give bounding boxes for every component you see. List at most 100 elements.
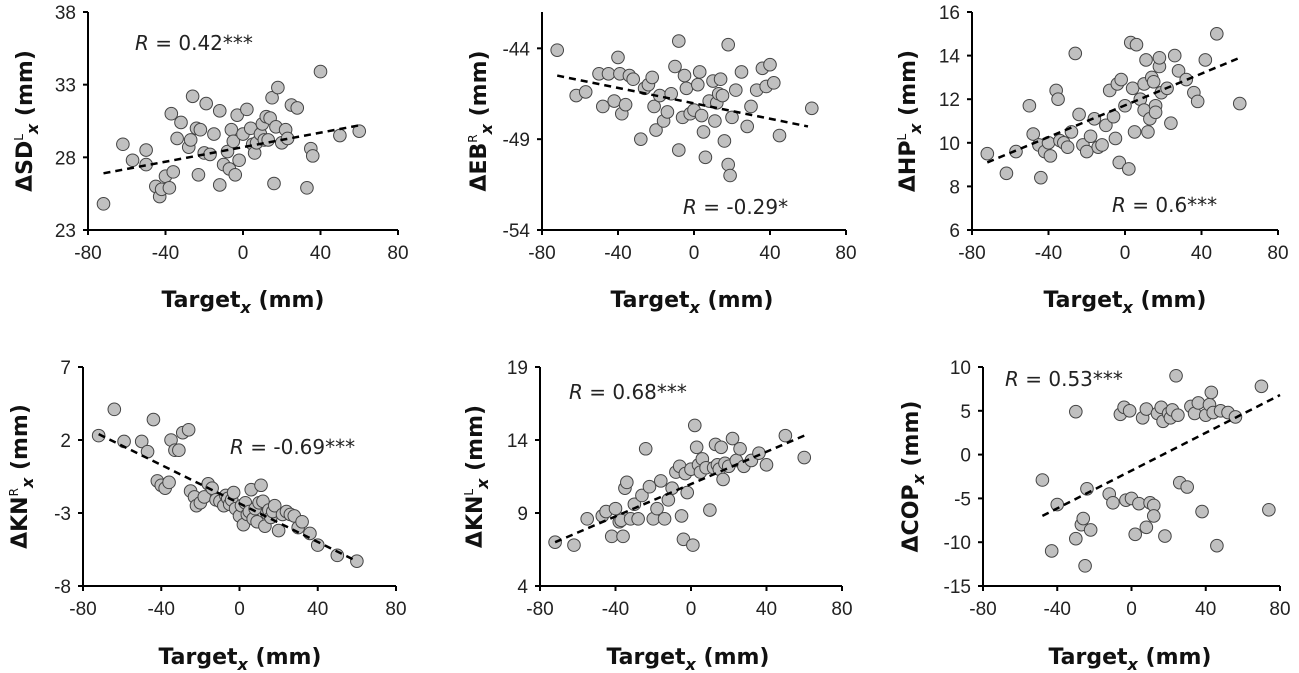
data-point <box>134 434 149 449</box>
correlation-label: R = 0.42*** <box>135 31 253 55</box>
data-point <box>1064 125 1079 139</box>
data-point <box>1158 529 1172 543</box>
data-point <box>763 57 777 72</box>
data-point <box>212 104 227 118</box>
data-point <box>166 165 181 179</box>
data-point <box>721 37 736 52</box>
x-tick-label: -80 <box>526 599 553 620</box>
data-point <box>1262 502 1276 517</box>
correlation-label: R = -0.69*** <box>230 435 355 459</box>
data-point <box>733 441 747 456</box>
data-point <box>1083 523 1098 537</box>
data-point <box>649 123 663 137</box>
data-point <box>220 144 235 159</box>
y-tick-label: 12 <box>939 90 960 111</box>
data-point <box>170 131 184 146</box>
data-point <box>310 538 325 552</box>
data-point <box>696 125 711 139</box>
y-tick-label: 14 <box>507 431 529 452</box>
data-point <box>91 428 106 443</box>
data-point <box>303 526 317 541</box>
data-point <box>1232 96 1247 111</box>
data-point <box>185 89 200 104</box>
data-point <box>1164 116 1178 130</box>
x-axis-label: Targetx (mm) <box>606 645 769 673</box>
x-tick-label: 80 <box>835 243 856 264</box>
x-axis-label: Targetx (mm) <box>610 288 773 317</box>
data-point <box>1069 531 1083 546</box>
data-point <box>759 458 774 472</box>
data-point <box>226 134 241 149</box>
data-point <box>254 478 268 493</box>
y-tick-label: 9 <box>517 504 528 525</box>
y-axis-label: ΔSDLx (mm) <box>12 50 42 192</box>
x-tick-label: 0 <box>1126 599 1137 620</box>
trend-line <box>556 74 809 128</box>
y-tick-label: -49 <box>503 130 530 151</box>
data-point <box>1191 396 1206 410</box>
data-point <box>1106 109 1121 124</box>
data-point <box>725 431 740 446</box>
data-point <box>162 475 176 490</box>
data-point <box>350 554 364 568</box>
data-point <box>271 80 285 95</box>
data-point <box>660 105 675 119</box>
x-tick-label: 40 <box>307 599 328 620</box>
x-axis-label: Targetx (mm) <box>158 645 321 673</box>
data-point <box>1148 105 1163 120</box>
data-point <box>654 474 668 488</box>
y-tick-label: -5 <box>954 489 971 510</box>
data-point <box>1146 74 1161 89</box>
x-tick-label: 80 <box>1269 599 1290 620</box>
data-point <box>578 85 593 99</box>
y-tick-label: -10 <box>944 533 971 554</box>
data-point <box>139 143 153 157</box>
y-tick-label: -15 <box>944 577 971 598</box>
data-point <box>1060 140 1075 154</box>
data-point <box>744 99 758 114</box>
data-point <box>1146 509 1161 523</box>
data-point <box>212 178 227 192</box>
y-tick-label: 5 <box>960 402 971 423</box>
data-point <box>1108 131 1123 146</box>
data-point <box>717 134 732 148</box>
y-tick-label: 4 <box>517 577 528 598</box>
x-tick-label: -80 <box>74 243 101 264</box>
x-tick-label: -40 <box>602 599 629 620</box>
trend-line <box>554 434 805 544</box>
trend-line <box>1041 393 1281 518</box>
data-point <box>778 428 793 443</box>
data-point <box>1125 81 1140 96</box>
data-point <box>1180 480 1194 494</box>
data-point <box>668 59 682 74</box>
data-point <box>1171 408 1185 422</box>
data-point <box>689 440 704 455</box>
data-point <box>265 90 279 105</box>
data-point <box>607 94 622 108</box>
y-tick-label: -8 <box>54 577 71 598</box>
data-point <box>333 128 347 143</box>
data-point <box>226 485 241 500</box>
data-point <box>713 72 728 87</box>
y-tick-label: 0 <box>960 446 971 467</box>
data-point <box>1095 138 1109 152</box>
trend-line <box>986 56 1241 164</box>
x-axis-label: Targetx (mm) <box>1043 288 1206 317</box>
data-point <box>162 181 177 195</box>
data-point <box>716 472 730 487</box>
data-point <box>601 66 616 81</box>
data-point <box>686 538 700 552</box>
x-tick-label: 40 <box>310 243 331 264</box>
data-point <box>232 153 246 168</box>
data-point <box>183 133 198 147</box>
data-point <box>694 108 709 123</box>
data-point <box>267 498 282 513</box>
x-tick-label: 0 <box>234 599 245 620</box>
data-point <box>172 443 186 458</box>
x-tick-label: -40 <box>1044 599 1071 620</box>
y-tick-label: 10 <box>950 358 971 379</box>
data-point <box>631 512 645 526</box>
x-axis-label: Targetx (mm) <box>1048 645 1211 673</box>
data-point <box>1022 98 1037 113</box>
data-point <box>618 97 633 112</box>
